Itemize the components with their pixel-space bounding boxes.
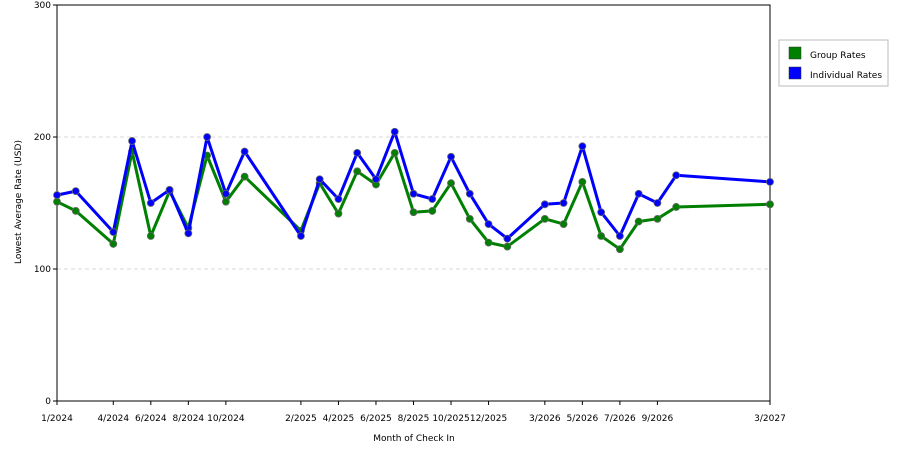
data-point-individual-rates — [578, 142, 587, 151]
x-tick-label: 3/2027 — [754, 414, 786, 424]
data-point-group-rates — [71, 207, 80, 215]
data-point-group-rates — [672, 203, 681, 211]
data-point-individual-rates — [146, 199, 155, 207]
data-point-individual-rates — [597, 208, 606, 217]
data-point-individual-rates — [503, 234, 512, 243]
x-tick-label: 6/2024 — [135, 414, 167, 424]
data-point-group-rates — [109, 240, 118, 248]
x-tick-label: 10/2024 — [207, 414, 245, 424]
data-point-group-rates — [503, 242, 512, 251]
data-point-individual-rates — [653, 199, 662, 207]
x-tick-label: 1/2024 — [41, 414, 73, 424]
x-axis-title: Month of Check In — [373, 434, 455, 444]
data-point-group-rates — [53, 197, 61, 206]
x-tick-label: 9/2026 — [642, 414, 674, 424]
x-tick-label: 2/2025 — [285, 414, 317, 424]
data-point-individual-rates — [634, 189, 643, 198]
data-point-group-rates — [428, 207, 437, 215]
data-point-individual-rates — [540, 200, 549, 209]
x-tick-labels: 1/2024 4/2024 6/2024 8/2024 10/2024 2/2025 4/2… — [41, 414, 786, 424]
data-point-group-rates — [578, 177, 587, 186]
x-tick-label: 7/2026 — [604, 414, 636, 424]
x-tick-label: 12/2025 — [470, 414, 507, 424]
data-point-individual-rates — [53, 191, 61, 199]
data-point-individual-rates — [334, 195, 343, 203]
data-point-group-rates — [240, 172, 249, 181]
data-point-individual-rates — [71, 187, 80, 196]
data-point-group-rates — [353, 167, 362, 176]
data-point-group-rates — [146, 232, 155, 240]
data-point-individual-rates — [390, 127, 399, 136]
data-point-group-rates — [653, 214, 662, 223]
x-tick-label: 3/2026 — [529, 414, 561, 424]
data-point-group-rates — [615, 245, 624, 254]
data-point-group-rates — [465, 214, 474, 223]
y-axis-title: Lowest Average Rate (USD) — [14, 140, 24, 264]
y-tick-labels: 0 100 200 300 — [34, 1, 51, 407]
data-point-individual-rates — [428, 195, 437, 203]
series — [53, 127, 774, 254]
x-tick-label: 4/2025 — [323, 414, 355, 424]
data-point-individual-rates — [484, 220, 493, 229]
y-tick-label: 200 — [34, 133, 51, 143]
data-point-individual-rates — [766, 177, 774, 186]
y-tick-label: 100 — [34, 265, 51, 275]
x-tick-label: 4/2024 — [97, 414, 129, 424]
data-point-individual-rates — [372, 175, 380, 184]
data-point-group-rates — [559, 220, 568, 229]
y-tick-label: 0 — [45, 397, 51, 407]
data-point-individual-rates — [559, 199, 568, 207]
x-tick-label: 6/2025 — [360, 414, 392, 424]
data-point-individual-rates — [297, 232, 305, 240]
x-tick-label: 10/2025 — [432, 414, 469, 424]
data-point-group-rates — [634, 217, 643, 226]
data-point-group-rates — [484, 238, 493, 247]
y-tick-label: 300 — [34, 1, 51, 11]
data-point-individual-rates — [672, 171, 681, 180]
legend-swatch-individual-rates — [788, 66, 802, 80]
data-point-individual-rates — [128, 137, 136, 145]
data-point-individual-rates — [315, 175, 324, 184]
data-point-group-rates — [540, 214, 549, 223]
data-point-group-rates — [597, 232, 606, 240]
data-point-group-rates — [409, 208, 418, 217]
legend-label-group-rates: Group Rates — [810, 51, 866, 61]
data-point-individual-rates — [409, 189, 418, 198]
data-point-individual-rates — [109, 228, 118, 236]
series-line-individual-rates — [56, 130, 771, 241]
data-point-group-rates — [334, 209, 343, 218]
data-point-group-rates — [766, 200, 774, 209]
x-tick-label: 5/2026 — [567, 414, 599, 424]
data-point-individual-rates — [203, 133, 212, 141]
data-point-individual-rates — [447, 152, 455, 161]
series-line-group-rates — [56, 150, 771, 251]
data-point-individual-rates — [615, 232, 624, 240]
data-point-individual-rates — [184, 229, 193, 238]
data-point-individual-rates — [165, 185, 174, 194]
data-point-group-rates — [221, 197, 230, 206]
x-tick-label: 8/2025 — [398, 414, 430, 424]
legend-label-individual-rates: Individual Rates — [810, 71, 882, 81]
legend: Group Rates Individual Rates — [778, 39, 889, 87]
legend-swatch-group-rates — [788, 46, 802, 60]
data-point-individual-rates — [465, 189, 474, 198]
data-point-individual-rates — [221, 189, 230, 198]
data-point-group-rates — [447, 179, 455, 188]
x-tick-label: 8/2024 — [173, 414, 205, 424]
data-point-individual-rates — [353, 148, 362, 157]
data-point-group-rates — [390, 148, 399, 157]
data-point-individual-rates — [240, 147, 249, 156]
